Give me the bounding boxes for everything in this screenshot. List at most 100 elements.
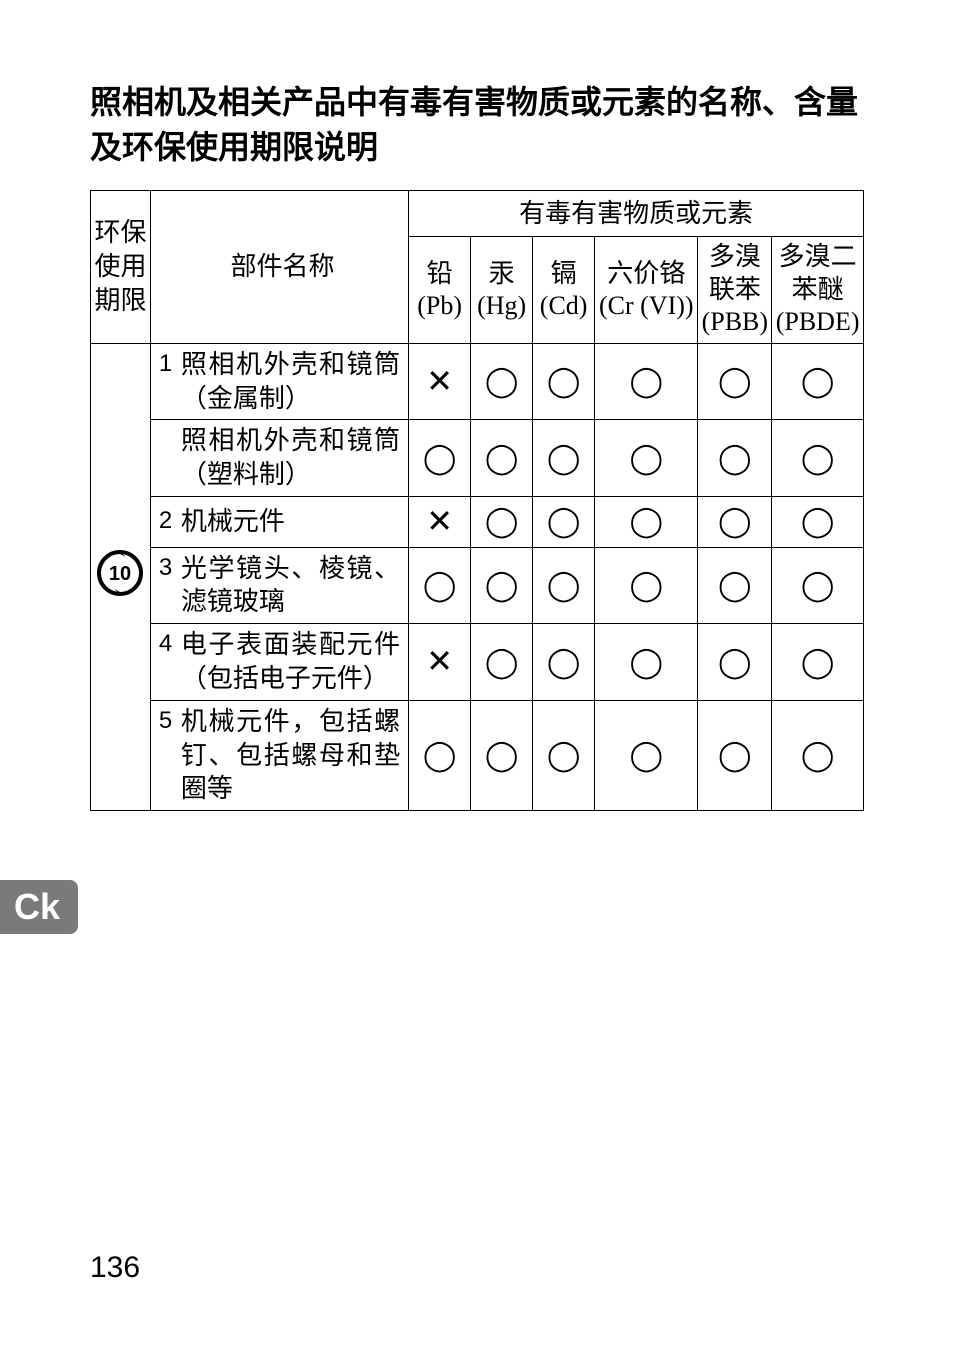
cell-hg: ◯ [471,420,533,497]
circle-mark-icon: ◯ [547,442,581,475]
circle-mark-icon: ◯ [629,442,663,475]
part-name-cell: 4电子表面装配元件（包括电子元件） [150,624,408,701]
circle-mark-icon: ◯ [718,739,752,772]
circle-mark-icon: ◯ [547,646,581,679]
header-cd: 镉 (Cd) [533,237,595,344]
part-number: 5 [159,705,181,736]
cell-cr: ◯ [595,420,698,497]
part-name: 机械元件，包括螺钉、包括螺母和垫圈等 [181,705,400,806]
part-name: 照相机外壳和镜筒（塑料制） [181,424,400,492]
part-name: 照相机外壳和镜筒（金属制） [181,348,400,416]
cell-pbde: ◯ [772,420,864,497]
cell-pbde: ◯ [772,497,864,548]
circle-mark-icon: ◯ [718,365,752,398]
circle-mark-icon: ◯ [485,569,519,602]
cell-pbde: ◯ [772,343,864,420]
language-tab: Ck [0,880,78,934]
circle-mark-icon: ◯ [423,739,457,772]
part-name: 电子表面装配元件（包括电子元件） [181,628,400,696]
table-row: 照相机外壳和镜筒（塑料制）◯◯◯◯◯◯ [91,420,864,497]
circle-mark-icon: ◯ [718,569,752,602]
circle-mark-icon: ◯ [801,505,835,538]
cell-pb: ✕ [409,624,471,701]
circle-mark-icon: ◯ [485,739,519,772]
circle-mark-icon: ◯ [801,739,835,772]
header-pbde: 多溴二苯醚 (PBDE) [772,237,864,344]
cell-pbb: ◯ [698,700,772,810]
part-number: 2 [159,505,181,536]
x-mark-icon: ✕ [426,643,453,679]
cell-pb: ✕ [409,497,471,548]
part-name-cell: 3光学镜头、棱镜、滤镜玻璃 [150,547,408,624]
part-number: 4 [159,628,181,659]
cell-pb: ◯ [409,420,471,497]
x-mark-icon: ✕ [426,503,453,539]
header-pb: 铅 (Pb) [409,237,471,344]
circle-mark-icon: ◯ [629,505,663,538]
part-name-cell: 5机械元件，包括螺钉、包括螺母和垫圈等 [150,700,408,810]
part-name: 机械元件 [181,505,400,539]
circle-mark-icon: ◯ [629,646,663,679]
circle-mark-icon: ◯ [423,569,457,602]
circle-mark-icon: ◯ [547,739,581,772]
cell-pbb: ◯ [698,420,772,497]
cell-cr: ◯ [595,547,698,624]
table-row: 5机械元件，包括螺钉、包括螺母和垫圈等 ◯ ◯ ◯ ◯ ◯ ◯ [91,700,864,810]
circle-mark-icon: ◯ [547,505,581,538]
circle-mark-icon: ◯ [485,442,519,475]
cell-hg: ◯ [471,343,533,420]
page-number: 136 [90,1251,140,1285]
part-name-cell: 1照相机外壳和镜筒（金属制） [150,343,408,420]
cell-cr: ◯ [595,624,698,701]
cell-hg: ◯ [471,700,533,810]
circle-mark-icon: ◯ [801,442,835,475]
header-hg: 汞 (Hg) [471,237,533,344]
cell-pbb: ◯ [698,343,772,420]
cell-pbde: ◯ [772,700,864,810]
part-name-cell: 2机械元件 [150,497,408,548]
part-number: 1 [159,348,181,379]
cell-cr: ◯ [595,343,698,420]
epup-icon: 10 [96,549,144,597]
header-substances-group: 有毒有害物质或元素 [409,190,864,237]
x-mark-icon: ✕ [426,363,453,399]
cell-pb: ◯ [409,700,471,810]
cell-pbde: ◯ [772,624,864,701]
page-title: 照相机及相关产品中有毒有害物质或元素的名称、含量及环保使用期限说明 [90,80,864,170]
circle-mark-icon: ◯ [629,569,663,602]
part-name: 光学镜头、棱镜、滤镜玻璃 [181,552,400,620]
cell-pbde: ◯ [772,547,864,624]
cell-cr: ◯ [595,700,698,810]
cell-pbb: ◯ [698,497,772,548]
header-cr: 六价铬 (Cr (VI)) [595,237,698,344]
circle-mark-icon: ◯ [718,442,752,475]
cell-cd: ◯ [533,420,595,497]
circle-mark-icon: ◯ [485,646,519,679]
cell-cd: ◯ [533,547,595,624]
cell-hg: ◯ [471,547,533,624]
cell-cd: ◯ [533,497,595,548]
circle-mark-icon: ◯ [547,569,581,602]
cell-pb: ◯ [409,547,471,624]
svg-text:10: 10 [109,563,131,585]
cell-hg: ◯ [471,624,533,701]
circle-mark-icon: ◯ [629,739,663,772]
substances-table: 环保使用期限 部件名称 有毒有害物质或元素 铅 (Pb) 汞 (Hg) 镉 (C… [90,190,864,812]
circle-mark-icon: ◯ [801,646,835,679]
table-row: 4电子表面装配元件（包括电子元件） ✕ ◯ ◯ ◯ ◯ ◯ [91,624,864,701]
circle-mark-icon: ◯ [801,365,835,398]
circle-mark-icon: ◯ [718,505,752,538]
circle-mark-icon: ◯ [485,365,519,398]
table-row: 10 1照相机外壳和镜筒（金属制）✕◯◯◯◯◯ [91,343,864,420]
table-row: 3光学镜头、棱镜、滤镜玻璃 ◯ ◯ ◯ ◯ ◯ ◯ [91,547,864,624]
cell-cr: ◯ [595,497,698,548]
cell-pbb: ◯ [698,624,772,701]
cell-cd: ◯ [533,343,595,420]
cell-hg: ◯ [471,497,533,548]
circle-mark-icon: ◯ [485,505,519,538]
part-number: 3 [159,552,181,583]
circle-mark-icon: ◯ [629,365,663,398]
circle-mark-icon: ◯ [547,365,581,398]
part-name-cell: 照相机外壳和镜筒（塑料制） [150,420,408,497]
header-part-name: 部件名称 [150,190,408,343]
